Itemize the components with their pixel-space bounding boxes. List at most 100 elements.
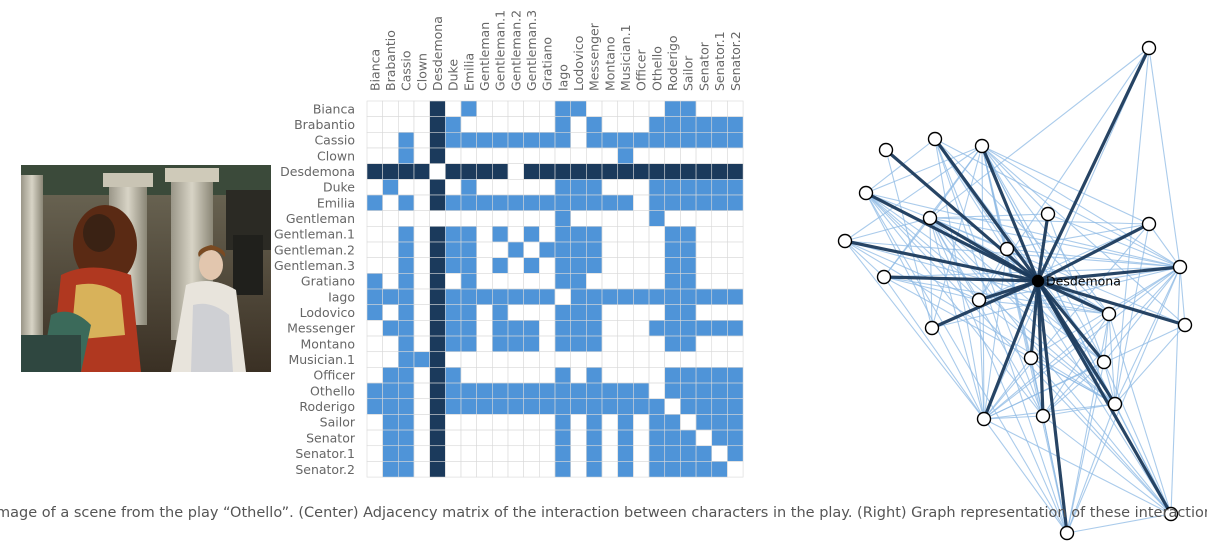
node-Messenger[interactable]: [1101, 306, 1117, 322]
matrix-cell-Cassio-Officer: [633, 132, 650, 149]
matrix-cell-Emilia-Gentleman.3: [523, 194, 540, 211]
edge-Bianca-Sailor: [983, 47, 1150, 420]
matrix-cell-Senator.2-Gratiano: [539, 461, 556, 478]
node-Gentleman.1[interactable]: [837, 233, 853, 249]
edge-Desdemona-Messenger: [1037, 279, 1110, 316]
node-Gentleman[interactable]: [1040, 206, 1056, 222]
row-label-Messenger: Messenger: [287, 321, 356, 336]
matrix-cell-Senator.1-Senator: [695, 445, 713, 462]
node-Senator.1[interactable]: [1059, 525, 1075, 541]
matrix-cell-Roderigo-Officer: [633, 398, 650, 415]
matrix-cell-Desdemona-Gentleman.2: [507, 163, 524, 180]
matrix-cell-Officer-Brabantio: [382, 367, 399, 384]
matrix-cell-Senator.1-Officer: [633, 445, 650, 462]
edge-Lodovico-Sailor: [978, 299, 985, 420]
edge-Othello-Roderigo: [1103, 361, 1116, 405]
matrix-cell-Bianca-Gentleman.3: [523, 100, 540, 117]
matrix-cell-Lodovico-Lodovico: [570, 304, 587, 321]
node-Senator.2[interactable]: [1163, 506, 1179, 522]
matrix-cell-Messenger-Othello: [648, 320, 666, 337]
matrix-cell-Desdemona-Montano: [601, 163, 619, 180]
row-label-Lodovico: Lodovico: [300, 305, 355, 320]
matrix-cell-Bianca-Brabantio: [382, 100, 399, 117]
matrix-cell-Montano-Lodovico: [570, 335, 587, 353]
matrix-cell-Gentleman-Gratiano: [539, 210, 556, 227]
matrix-cell-Gratiano-Sailor: [680, 273, 697, 290]
matrix-cell-Brabantio-Officer: [633, 116, 650, 133]
matrix-cell-Senator.1-Messenger: [586, 445, 603, 462]
matrix-cell-Desdemona-Gentleman: [476, 163, 493, 180]
matrix-cell-Gentleman.2-Senator.2: [727, 241, 744, 258]
row-label-Roderigo: Roderigo: [299, 399, 355, 414]
matrix-cell-Senator.1-Roderigo: [664, 445, 681, 462]
node-Gentleman.2[interactable]: [999, 241, 1015, 257]
edge-Gentleman.1-Gentleman.3: [844, 240, 885, 278]
matrix-cell-Messenger-Montano: [601, 320, 619, 337]
matrix-cell-Montano-Senator.1: [711, 335, 728, 353]
node-Clown[interactable]: [878, 142, 894, 158]
node-Montano[interactable]: [1177, 317, 1193, 333]
edge-Brabantio-Duke: [865, 138, 936, 194]
matrix-cell-Bianca-Senator: [695, 100, 713, 117]
matrix-cell-Emilia-Senator.2: [727, 194, 744, 211]
matrix-cell-Lodovico-Officer: [633, 304, 650, 321]
matrix-cell-Senator-Lodovico: [570, 429, 587, 447]
matrix-cell-Gentleman-Cassio: [398, 210, 415, 227]
edge-Lodovico-Messenger: [978, 299, 1110, 315]
matrix-cell-Lodovico-Duke: [445, 304, 462, 321]
matrix-cell-Othello-Gentleman.2: [507, 382, 524, 400]
matrix-cell-Bianca-Iago: [554, 100, 572, 117]
col-label-Gentleman: Gentleman: [477, 22, 492, 91]
row-label-Gentleman.3: Gentleman.3: [274, 258, 355, 273]
matrix-cell-Senator.1-Senator.2: [727, 445, 744, 462]
node-Gentleman.3[interactable]: [876, 269, 892, 285]
edge-Emilia-Gentleman.1: [844, 217, 931, 242]
node-Gratiano[interactable]: [1141, 216, 1157, 232]
matrix-cell-Lodovico-Gentleman.1: [492, 304, 509, 321]
matrix-cell-Gentleman.2-Duke: [445, 241, 462, 258]
matrix-cell-Clown-Gentleman.1: [492, 147, 509, 164]
node-Brabantio[interactable]: [927, 131, 943, 147]
node-Emilia[interactable]: [922, 210, 938, 226]
matrix-cell-Senator.2-Gentleman.3: [523, 461, 540, 478]
node-Othello[interactable]: [1096, 354, 1112, 370]
col-label-Gentleman.3: Gentleman.3: [524, 10, 539, 91]
matrix-cell-Sailor-Duke: [445, 414, 462, 431]
node-Bianca[interactable]: [1141, 40, 1157, 56]
matrix-cell-Gratiano-Gentleman: [476, 273, 493, 290]
matrix-cell-Clown-Gentleman.3: [523, 147, 540, 164]
matrix-cell-Cassio-Clown: [413, 132, 430, 149]
matrix-cell-Sailor-Senator.1: [711, 414, 728, 431]
matrix-cell-Duke-Senator.2: [727, 179, 744, 196]
node-Musician.1[interactable]: [924, 320, 940, 336]
matrix-cell-Bianca-Gratiano: [539, 100, 556, 117]
matrix-cell-Bianca-Clown: [413, 100, 430, 117]
matrix-cell-Senator.1-Clown: [413, 445, 430, 462]
matrix-cell-Sailor-Roderigo: [664, 414, 681, 431]
matrix-cell-Sailor-Emilia: [460, 414, 477, 431]
matrix-cell-Senator.1-Musician.1: [617, 445, 634, 462]
matrix-cell-Desdemona-Lodovico: [570, 163, 587, 180]
node-Cassio[interactable]: [974, 138, 990, 154]
matrix-cell-Montano-Gratiano: [539, 335, 556, 353]
matrix-cell-Gentleman.1-Gratiano: [539, 226, 556, 243]
matrix-cell-Othello-Emilia: [460, 382, 477, 400]
matrix-cell-Duke-Montano: [601, 179, 619, 196]
matrix-cell-Officer-Senator.1: [711, 367, 728, 384]
matrix-cell-Senator.1-Emilia: [460, 445, 477, 462]
node-Lodovico[interactable]: [971, 292, 987, 308]
graph-nodes: [837, 40, 1193, 541]
matrix-cell-Bianca-Desdemona: [429, 100, 446, 117]
node-Officer[interactable]: [1023, 350, 1039, 366]
node-Desdemona[interactable]: [1031, 274, 1045, 288]
row-label-Othello: Othello: [310, 383, 355, 398]
node-Iago[interactable]: [1172, 259, 1188, 275]
matrix-cell-Gentleman-Gentleman.3: [523, 210, 540, 227]
edge-Desdemona-Iago: [1037, 265, 1181, 283]
node-Sailor[interactable]: [976, 411, 992, 427]
matrix-cell-Iago-Brabantio: [382, 288, 399, 306]
node-Senator[interactable]: [1035, 408, 1051, 424]
node-Duke[interactable]: [858, 185, 874, 201]
caption-text: mage of a scene from the play “Othello”.…: [0, 505, 1207, 521]
node-Roderigo[interactable]: [1107, 396, 1123, 412]
